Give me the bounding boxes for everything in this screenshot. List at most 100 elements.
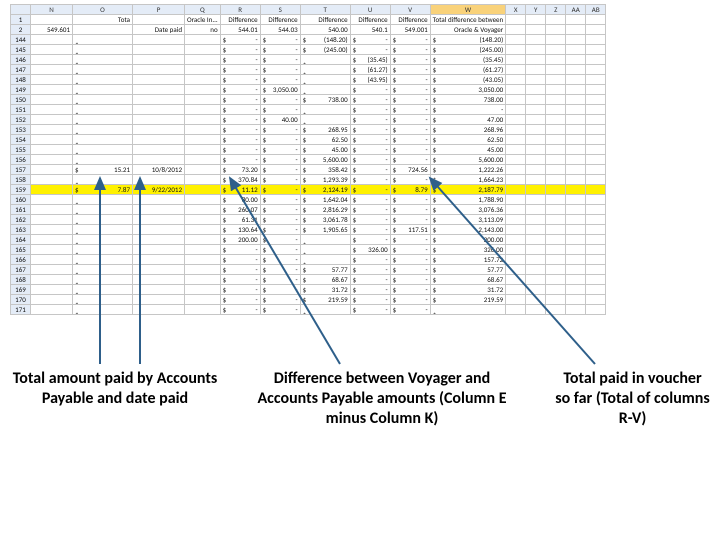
cell[interactable] xyxy=(586,95,606,105)
cell[interactable]: 1,293.39 xyxy=(300,175,350,185)
cell[interactable] xyxy=(526,195,546,205)
cell[interactable]: - xyxy=(260,75,300,85)
cell[interactable] xyxy=(300,235,350,245)
cell[interactable] xyxy=(586,105,606,115)
cell[interactable] xyxy=(31,215,73,225)
cell[interactable]: - xyxy=(260,275,300,285)
cell[interactable] xyxy=(586,225,606,235)
cell[interactable] xyxy=(506,105,526,115)
cell[interactable] xyxy=(73,195,133,205)
cell[interactable]: - xyxy=(350,185,390,195)
cell[interactable]: - xyxy=(220,255,260,265)
cell[interactable]: - xyxy=(350,295,390,305)
column-header[interactable]: X xyxy=(506,5,526,15)
cell[interactable]: - xyxy=(350,165,390,175)
column-header[interactable]: Q xyxy=(185,5,221,15)
cell[interactable]: 2,187.79 xyxy=(430,185,506,195)
cell[interactable] xyxy=(300,245,350,255)
cell[interactable]: - xyxy=(390,215,430,225)
cell[interactable] xyxy=(133,55,185,65)
row-header[interactable]: 156 xyxy=(11,155,31,165)
cell[interactable]: - xyxy=(390,265,430,275)
cell[interactable] xyxy=(546,35,566,45)
cell[interactable]: - xyxy=(260,35,300,45)
cell[interactable]: (35.45) xyxy=(350,55,390,65)
row-header[interactable]: 163 xyxy=(11,225,31,235)
cell[interactable]: 31.72 xyxy=(430,285,506,295)
row-header[interactable]: 169 xyxy=(11,285,31,295)
cell[interactable] xyxy=(185,85,221,95)
cell[interactable] xyxy=(586,265,606,275)
cell[interactable]: - xyxy=(350,275,390,285)
row-header[interactable]: 147 xyxy=(11,65,31,75)
cell[interactable]: 8.79 xyxy=(390,185,430,195)
table-row[interactable]: 15715.2110/8/201273.20-358.42-724.561,22… xyxy=(11,165,606,175)
cell[interactable]: - xyxy=(390,95,430,105)
cell[interactable] xyxy=(586,35,606,45)
cell[interactable] xyxy=(546,55,566,65)
cell[interactable]: - xyxy=(260,95,300,105)
cell[interactable] xyxy=(586,215,606,225)
cell[interactable] xyxy=(586,55,606,65)
cell[interactable] xyxy=(586,235,606,245)
cell[interactable] xyxy=(506,275,526,285)
cell[interactable]: 260.07 xyxy=(220,205,260,215)
cell[interactable] xyxy=(185,265,221,275)
cell[interactable]: - xyxy=(260,45,300,55)
cell[interactable] xyxy=(566,145,586,155)
cell[interactable]: 2,143.00 xyxy=(430,225,506,235)
cell[interactable] xyxy=(566,35,586,45)
cell[interactable]: 738.00 xyxy=(430,95,506,105)
cell[interactable] xyxy=(566,305,586,315)
cell[interactable] xyxy=(31,75,73,85)
cell[interactable]: - xyxy=(390,115,430,125)
cell[interactable]: - xyxy=(260,135,300,145)
cell[interactable] xyxy=(133,175,185,185)
cell[interactable] xyxy=(133,255,185,265)
cell[interactable]: (148.20) xyxy=(430,35,506,45)
cell[interactable] xyxy=(185,215,221,225)
table-row[interactable]: 149-3,050.00--3,050.00 xyxy=(11,85,606,95)
table-row[interactable]: 16261.31-3,061.78--3,113.09 xyxy=(11,215,606,225)
cell[interactable] xyxy=(133,195,185,205)
table-row[interactable]: 161260.07-2,816.29--3,076.36 xyxy=(11,205,606,215)
cell[interactable] xyxy=(586,165,606,175)
cell[interactable] xyxy=(526,305,546,315)
cell[interactable]: 130.64 xyxy=(220,225,260,235)
cell[interactable] xyxy=(133,95,185,105)
cell[interactable] xyxy=(31,35,73,45)
cell[interactable]: - xyxy=(260,305,300,315)
cell[interactable]: - xyxy=(220,35,260,45)
cell[interactable] xyxy=(300,105,350,115)
cell[interactable] xyxy=(546,45,566,55)
cell[interactable] xyxy=(566,255,586,265)
cell[interactable]: - xyxy=(260,175,300,185)
cell[interactable] xyxy=(526,145,546,155)
cell[interactable] xyxy=(31,125,73,135)
cell[interactable] xyxy=(526,45,546,55)
row-header[interactable]: 167 xyxy=(11,265,31,275)
cell[interactable]: - xyxy=(390,195,430,205)
cell[interactable] xyxy=(586,175,606,185)
cell[interactable]: 47.00 xyxy=(430,115,506,125)
cell[interactable]: 3,061.78 xyxy=(300,215,350,225)
cell[interactable] xyxy=(185,35,221,45)
cell[interactable]: - xyxy=(390,255,430,265)
cell[interactable] xyxy=(546,235,566,245)
cell[interactable] xyxy=(526,75,546,85)
row-header[interactable]: 162 xyxy=(11,215,31,225)
column-header[interactable]: T xyxy=(300,5,350,15)
cell[interactable] xyxy=(566,65,586,75)
cell[interactable]: - xyxy=(350,235,390,245)
cell[interactable] xyxy=(526,65,546,75)
cell[interactable] xyxy=(73,175,133,185)
cell[interactable]: 7.87 xyxy=(73,185,133,195)
cell[interactable]: - xyxy=(260,65,300,75)
cell[interactable] xyxy=(566,205,586,215)
cell[interactable] xyxy=(586,115,606,125)
cell[interactable] xyxy=(586,45,606,55)
cell[interactable] xyxy=(31,95,73,105)
cell[interactable] xyxy=(566,195,586,205)
cell[interactable] xyxy=(546,205,566,215)
cell[interactable]: - xyxy=(350,155,390,165)
